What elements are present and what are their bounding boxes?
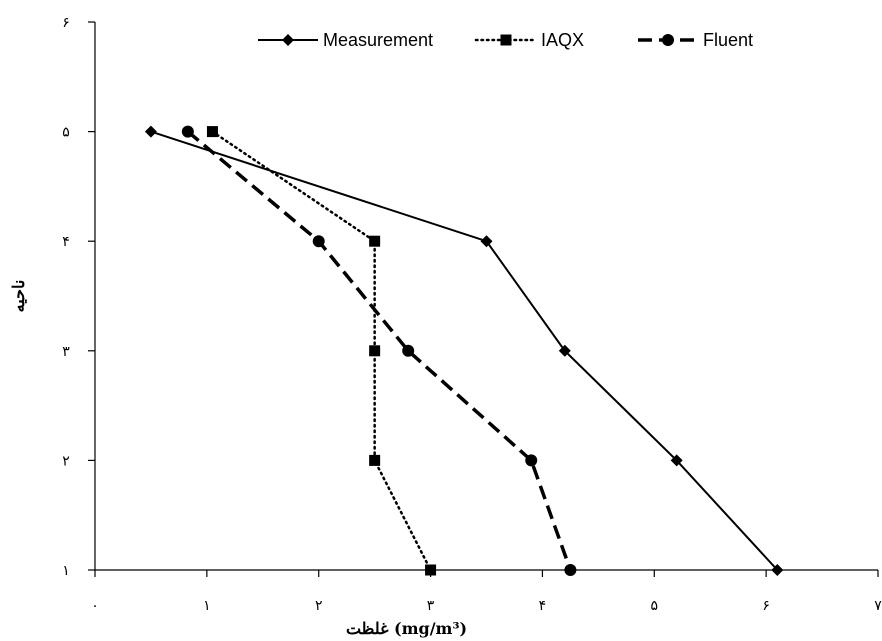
x-tick-label: ۱ <box>203 598 211 614</box>
y-tick-label: ۳ <box>62 344 70 360</box>
legend: Measurement IAQX Fluent <box>258 30 753 50</box>
series-line-fluent <box>186 130 573 571</box>
y-tick-label: ۲ <box>62 453 70 469</box>
y-axis-title: ناحیه <box>9 280 28 313</box>
data-point-fluent <box>564 564 577 576</box>
data-point-measurement <box>480 235 493 248</box>
data-point-fluent <box>312 235 325 248</box>
series-group <box>144 125 784 576</box>
series-iaqx <box>206 126 437 576</box>
x-tick-label: ۶ <box>762 598 770 614</box>
legend-label: IAQX <box>541 30 584 50</box>
data-point-iaqx <box>369 345 381 357</box>
data-point-iaqx <box>425 564 437 576</box>
legend-marker <box>662 34 674 46</box>
y-tick-label: ۶ <box>62 15 70 31</box>
data-point-fluent <box>181 125 194 138</box>
x-tick-label: ۷ <box>874 598 882 614</box>
y-tick-label: ۵ <box>62 125 70 141</box>
data-point-measurement <box>771 564 784 576</box>
legend-marker <box>282 34 294 46</box>
series-fluent <box>181 125 577 576</box>
axes: ۰ ۱ ۲ ۳ ۴ ۵ ۶ ۷ ۱ ۲ ۳ ۴ ۵ ۶ <box>62 15 882 614</box>
x-tick-label: ۰ <box>91 598 99 614</box>
series-line-measurement <box>150 130 779 571</box>
x-tick-label: ۵ <box>651 598 659 614</box>
data-point-iaqx <box>369 454 381 466</box>
x-tick-label: ۲ <box>315 598 323 614</box>
y-tick-label: ۴ <box>62 234 70 250</box>
legend-label: Measurement <box>323 30 433 50</box>
legend-item-iaqx: IAQX <box>474 30 584 50</box>
x-tick-label: ۴ <box>539 598 547 614</box>
legend-marker <box>500 34 512 46</box>
legend-label: Fluent <box>703 30 753 50</box>
legend-item-measurement: Measurement <box>258 30 433 50</box>
data-point-measurement <box>144 125 157 138</box>
y-tick-label: ۱ <box>62 563 70 579</box>
data-point-iaqx <box>369 235 381 247</box>
data-point-iaqx <box>206 126 218 138</box>
series-measurement <box>144 125 784 576</box>
data-point-fluent <box>525 454 538 467</box>
data-point-fluent <box>402 344 415 357</box>
series-line-iaqx <box>211 130 432 572</box>
x-tick-label: ۳ <box>427 598 435 614</box>
x-axis-title: غلظت (mg/m³) <box>346 619 467 638</box>
legend-item-fluent: Fluent <box>638 30 753 50</box>
data-point-measurement <box>558 344 571 357</box>
data-point-measurement <box>670 454 683 467</box>
